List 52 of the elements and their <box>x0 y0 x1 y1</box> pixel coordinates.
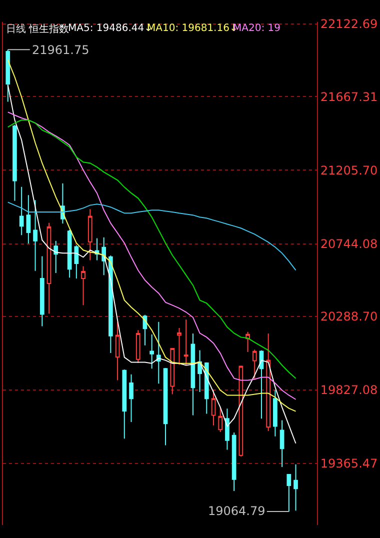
candlestick <box>238 365 244 457</box>
candlestick <box>6 49 10 102</box>
candlestick <box>273 390 278 437</box>
candlestick <box>266 333 271 432</box>
candlestick <box>81 266 86 306</box>
candlestick <box>280 420 284 468</box>
candlestick <box>26 194 31 244</box>
candlestick <box>150 334 154 370</box>
y-tick-label: 22122.69 <box>320 17 378 32</box>
candlestick <box>12 124 17 202</box>
candlestick <box>294 464 298 512</box>
candlestick <box>33 200 38 272</box>
candlestick <box>40 256 44 327</box>
candlestick <box>246 331 250 353</box>
candlestick <box>142 314 148 346</box>
candlestick <box>67 230 72 278</box>
candlestick <box>163 367 168 446</box>
candlestick <box>136 330 140 364</box>
annotation: 21961.75 <box>32 43 90 57</box>
y-tick-label: 20744.08 <box>320 236 378 251</box>
candlestick <box>177 327 182 366</box>
candlestick <box>252 349 257 380</box>
candlestick <box>122 369 127 440</box>
candlestick <box>211 389 216 426</box>
candlestick <box>204 362 209 414</box>
annotation: 19064.79 <box>208 504 266 518</box>
candlestick <box>170 348 175 395</box>
y-tick-label: 19365.47 <box>320 456 378 471</box>
candlestick <box>190 333 196 416</box>
candlestick <box>286 473 292 512</box>
candlestick <box>225 408 230 450</box>
candlestick <box>156 321 161 384</box>
candlestick <box>184 319 188 366</box>
candlestick <box>74 244 79 280</box>
candlestick <box>54 240 58 274</box>
candlestick <box>198 350 202 393</box>
candlestick <box>19 186 24 236</box>
y-tick-label: 20288.70 <box>320 310 378 324</box>
candlestick <box>108 255 113 354</box>
candlestick <box>232 432 236 492</box>
chart-subtitle: 恒生指数 <box>28 23 69 35</box>
y-tick-label: 19827.08 <box>320 383 378 398</box>
candlestick <box>115 321 120 381</box>
line-series <box>7 202 296 271</box>
candlestick <box>218 406 223 433</box>
candlestick <box>129 374 134 423</box>
y-tick-label: 21667.31 <box>320 90 378 104</box>
candlestick <box>259 350 264 420</box>
candlestick <box>46 222 52 314</box>
candlestick <box>88 208 92 261</box>
y-tick-label: 21205.70 <box>320 163 378 178</box>
chart-title: 日线 <box>6 23 26 35</box>
